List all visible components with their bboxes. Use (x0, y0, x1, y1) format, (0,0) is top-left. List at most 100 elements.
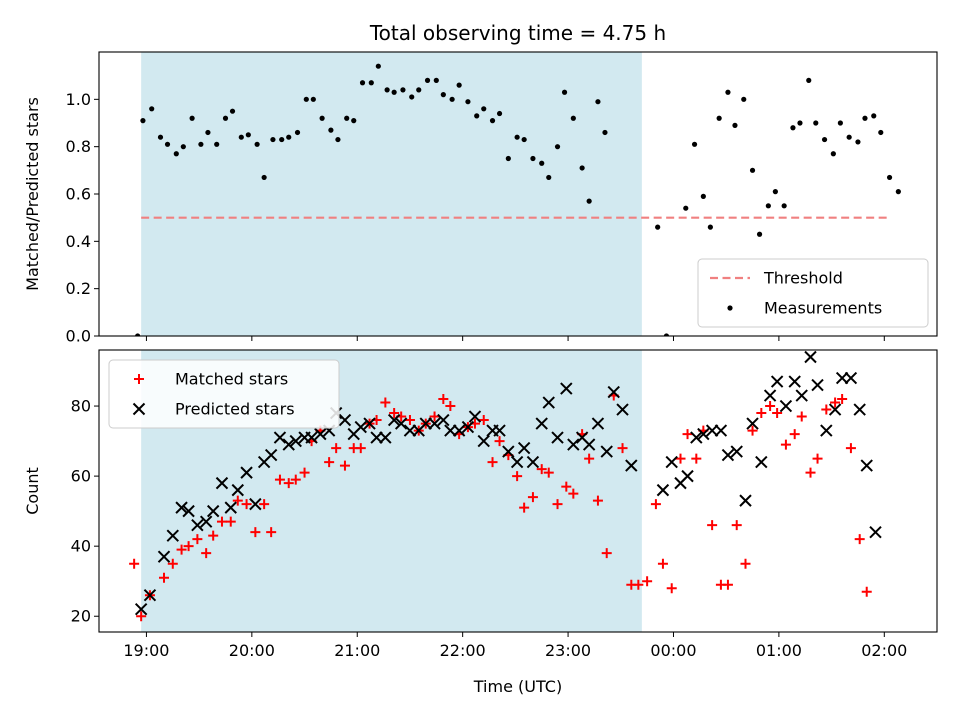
measurement-point (449, 96, 455, 102)
measurement-point (238, 134, 244, 140)
matched-star-point (527, 492, 538, 503)
predicted-star-point (665, 455, 678, 469)
matched-star-point (136, 611, 147, 622)
measurement-point (846, 134, 852, 140)
matched-star-point (478, 415, 489, 426)
matched-star-point (552, 499, 563, 510)
measurement-point (871, 113, 877, 119)
measurement-point (384, 87, 390, 93)
measurement-point (261, 174, 267, 181)
matched-star-point (789, 429, 800, 440)
predicted-star-point (182, 504, 195, 518)
measurement-point (878, 129, 884, 136)
matched-star-point (519, 502, 530, 513)
matched-star-point (290, 474, 301, 485)
matched-star-point (682, 429, 693, 440)
y-tick-label: 0.0 (66, 327, 91, 346)
matched-star-point (633, 579, 644, 590)
predicted-star-point (437, 413, 450, 427)
measurement-point (391, 89, 397, 95)
measurement-point (319, 115, 325, 121)
predicted-star-point (354, 420, 367, 434)
predicted-star-point (493, 424, 506, 437)
measurement-point (135, 333, 141, 336)
measurement-point (214, 141, 220, 147)
measurement-point (149, 106, 155, 112)
measurement-point (579, 165, 585, 171)
predicted-star-point (853, 403, 866, 416)
measurement-point (351, 118, 357, 124)
predicted-star-point (690, 431, 703, 444)
measurement-point (707, 224, 713, 230)
measurement-point (375, 63, 381, 69)
predicted-star-point (600, 445, 613, 458)
measurement-point (806, 77, 812, 83)
predicted-star-point (143, 589, 157, 602)
matched-star-point (845, 443, 856, 454)
y-axis-label: Matched/Predicted stars (23, 97, 42, 291)
predicted-star-point (249, 497, 262, 511)
predicted-star-point (419, 417, 432, 430)
measurement-point (741, 96, 747, 102)
axes-frame (98, 349, 938, 633)
matched-star-point (707, 520, 718, 531)
matched-star-point (216, 516, 227, 527)
y-tick-label: 1.0 (66, 90, 91, 109)
predicted-star-point (224, 501, 237, 514)
y-tick-label: 0.4 (66, 232, 91, 251)
x-tick-label: 22:00 (440, 641, 486, 660)
predicted-star-point (215, 476, 229, 490)
measurement-point (222, 115, 229, 121)
predicted-star-point (542, 396, 555, 409)
top-ratio-panel: 0.0 0.2 0.4 0.6 0.8 1.0 Matched/Predicted star… (23, 51, 938, 346)
legend: Matched stars Predicted stars (108, 359, 340, 429)
predicted-star-point (746, 417, 759, 430)
x-tick-label: 19:00 (123, 641, 169, 660)
measurement-point (732, 122, 738, 128)
matched-star-point (201, 548, 212, 559)
predicted-star-point (477, 434, 490, 448)
measurement-point (173, 151, 179, 157)
y-tick-label: 60 (71, 467, 91, 486)
legend-box (108, 359, 340, 429)
matched-star-point (772, 408, 783, 419)
matched-star-point (584, 453, 595, 464)
measurement-point (586, 198, 592, 204)
x-tick-label: 01:00 (756, 641, 802, 660)
predicted-star-point (231, 483, 244, 497)
y-tick-label: 80 (71, 397, 91, 416)
predicted-star-point (763, 389, 777, 402)
predicted-star-point (835, 371, 849, 385)
measurement-point (554, 144, 561, 150)
measurement-point (140, 118, 146, 124)
matched-star-point (283, 478, 294, 489)
measurement-point (303, 96, 309, 102)
x-tick-label: 02:00 (861, 641, 907, 660)
measurement-point (489, 118, 496, 124)
predicted-star-point (656, 483, 670, 497)
predicted-star-point (134, 603, 148, 616)
measurement-point (416, 87, 422, 93)
measurement-point (164, 141, 171, 147)
y-tick-label: 0.6 (66, 185, 91, 204)
matched-star-point (232, 495, 243, 506)
measurement-point (514, 134, 520, 140)
predicted-star-point (820, 424, 833, 437)
predicted-star-point (681, 469, 694, 483)
predicted-star-point (535, 417, 548, 430)
measurement-point (180, 144, 186, 150)
measurement-point (294, 129, 301, 136)
predicted-star-point (370, 431, 383, 444)
matched-star-point (266, 527, 277, 538)
matched-star-point (183, 541, 194, 552)
measurement-point (772, 189, 778, 195)
matched-star-point (821, 404, 832, 415)
predicted-star-point (363, 417, 376, 430)
measurement-point (481, 106, 487, 112)
predicted-star-point (795, 389, 808, 402)
measurement-point (424, 77, 431, 83)
measurement-point (456, 82, 462, 88)
predicted-star-point (721, 448, 735, 462)
matched-star-point (512, 471, 523, 482)
